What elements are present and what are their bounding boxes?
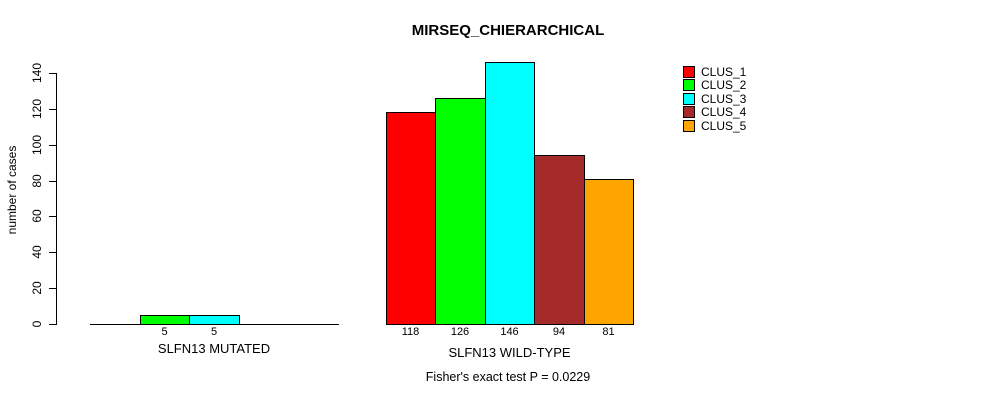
bar-value-label: 146 bbox=[500, 326, 519, 338]
y-tick-label: 20 bbox=[30, 281, 44, 295]
legend-label: CLUS_2 bbox=[701, 78, 747, 93]
y-tick bbox=[49, 109, 56, 110]
y-tick bbox=[49, 73, 56, 74]
legend-label: CLUS_1 bbox=[701, 65, 747, 79]
y-tick bbox=[49, 216, 56, 217]
bar-clus_3 bbox=[485, 62, 535, 325]
bar-value-label: 118 bbox=[401, 326, 420, 338]
bar-clus_1 bbox=[386, 112, 436, 325]
y-tick-label: 100 bbox=[30, 134, 44, 156]
bar-clus_4 bbox=[534, 155, 585, 325]
bar-clus_5 bbox=[584, 179, 634, 325]
y-tick-label: 80 bbox=[30, 174, 44, 188]
bar-clus_3 bbox=[189, 315, 240, 325]
legend-swatch-clus_1 bbox=[683, 66, 695, 78]
bar-value-label: 5 bbox=[161, 326, 168, 338]
legend-label: CLUS_5 bbox=[701, 118, 747, 133]
group-label: SLFN13 MUTATED bbox=[157, 341, 271, 356]
y-tick bbox=[49, 252, 56, 253]
annotation-text: Fisher's exact test P = 0.0229 bbox=[425, 370, 591, 384]
y-tick bbox=[49, 288, 56, 289]
bar-value-label: 81 bbox=[602, 326, 615, 338]
bar-clus_2 bbox=[140, 315, 190, 325]
bar-value-label: 5 bbox=[210, 326, 218, 338]
legend-swatch-clus_4 bbox=[683, 106, 695, 119]
y-tick-label: 40 bbox=[30, 245, 44, 259]
y-tick bbox=[49, 181, 56, 182]
legend-swatch-clus_5 bbox=[683, 119, 695, 132]
y-tick-label: 120 bbox=[30, 98, 44, 120]
y-tick-label: 0 bbox=[30, 320, 44, 328]
plot-title: MIRSEQ_CHIERARCHICAL bbox=[411, 22, 605, 39]
y-tick bbox=[49, 145, 56, 146]
y-tick-label: 60 bbox=[30, 209, 44, 223]
legend-label: CLUS_3 bbox=[701, 91, 747, 106]
y-axis-line bbox=[56, 73, 57, 325]
y-axis-title: number of cases bbox=[5, 145, 19, 235]
bar-value-label: 126 bbox=[450, 326, 470, 338]
legend-swatch-clus_3 bbox=[683, 92, 695, 105]
group-label: SLFN13 WILD-TYPE bbox=[448, 345, 571, 360]
legend-label: CLUS_4 bbox=[701, 105, 747, 120]
y-tick bbox=[49, 324, 56, 325]
y-tick-label: 140 bbox=[30, 62, 44, 84]
bar-clus_2 bbox=[435, 98, 486, 325]
legend-swatch-clus_2 bbox=[683, 79, 695, 92]
bar-value-label: 94 bbox=[552, 326, 566, 338]
